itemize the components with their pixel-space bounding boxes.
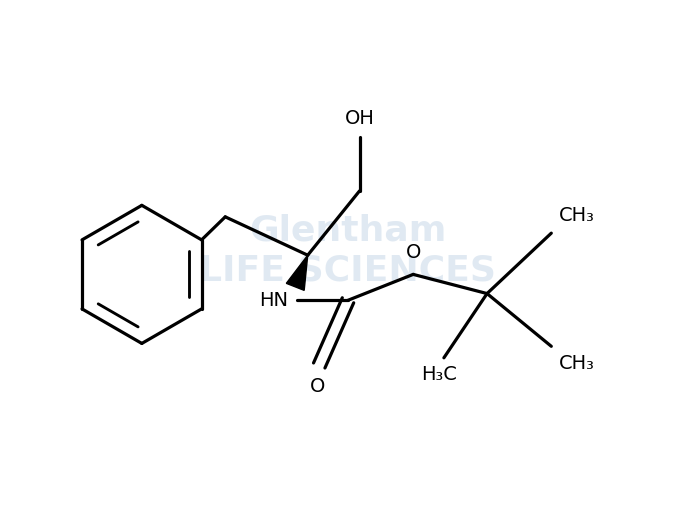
Polygon shape [286, 255, 308, 290]
Text: Glentham
LIFE SCIENCES: Glentham LIFE SCIENCES [200, 214, 496, 287]
Text: OH: OH [345, 109, 374, 128]
Text: H₃C: H₃C [421, 366, 457, 384]
Text: O: O [310, 377, 325, 396]
Text: CH₃: CH₃ [559, 354, 595, 373]
Text: HN: HN [259, 291, 287, 310]
Text: O: O [406, 243, 421, 262]
Text: CH₃: CH₃ [559, 206, 595, 226]
